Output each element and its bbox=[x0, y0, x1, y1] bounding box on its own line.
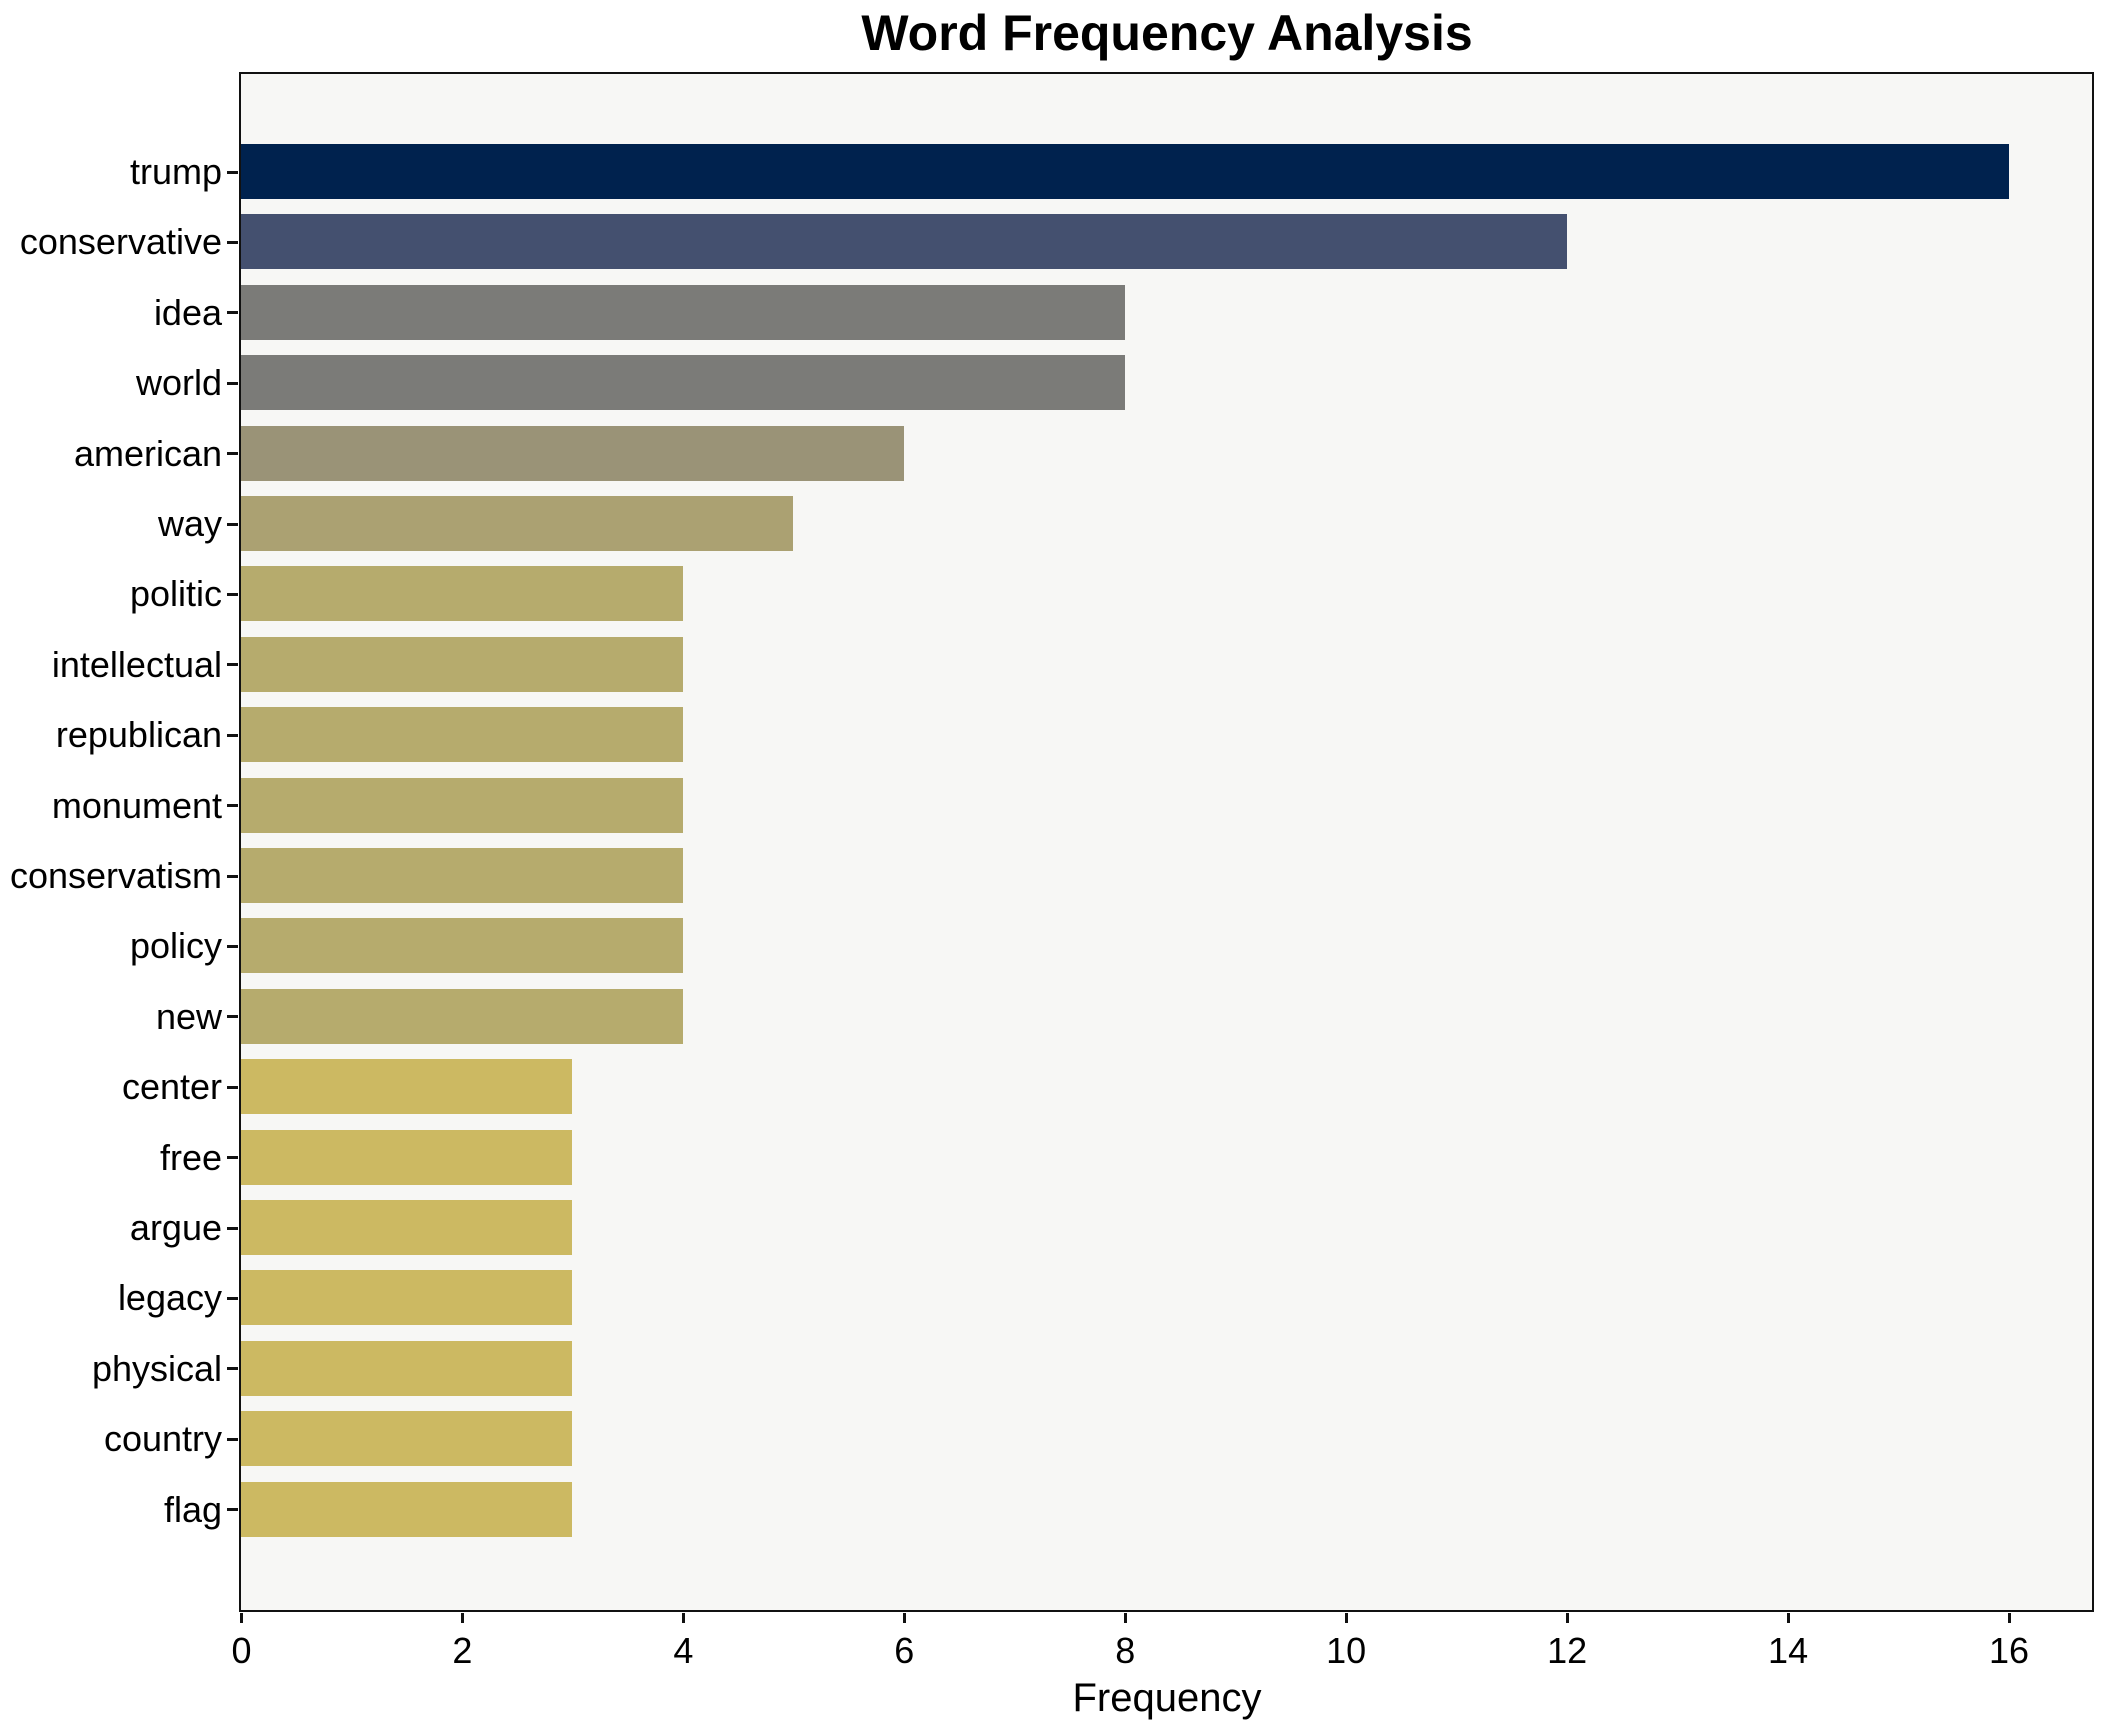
bar-argue bbox=[241, 1200, 573, 1255]
y-tick-label-republican: republican bbox=[55, 714, 222, 756]
bar-country bbox=[241, 1411, 573, 1467]
x-tick-label-0: 0 bbox=[231, 1630, 252, 1671]
y-tick-mark bbox=[227, 1015, 238, 1019]
bar-intellectual bbox=[241, 636, 683, 692]
y-tick-label-monument: monument bbox=[51, 784, 222, 826]
y-tick-mark bbox=[227, 804, 238, 808]
chart-title: Word Frequency Analysis bbox=[861, 5, 1473, 61]
bar-flag bbox=[241, 1481, 573, 1537]
y-tick-mark bbox=[227, 874, 238, 878]
x-tick-mark bbox=[1344, 1613, 1348, 1623]
y-tick-label-idea: idea bbox=[153, 291, 222, 333]
bar-center bbox=[241, 1059, 573, 1115]
y-tick-label-politic: politic bbox=[129, 573, 222, 615]
y-tick-mark bbox=[227, 944, 238, 948]
x-tick-mark bbox=[902, 1613, 906, 1623]
bar-trump bbox=[241, 144, 2009, 199]
x-axis-label: Frequency bbox=[1072, 1676, 1262, 1720]
y-tick-mark bbox=[227, 311, 238, 315]
x-tick-mark bbox=[240, 1613, 243, 1623]
x-tick-label-4: 4 bbox=[673, 1630, 694, 1671]
bar-new bbox=[241, 988, 683, 1044]
bar-monument bbox=[241, 777, 683, 833]
y-tick-mark bbox=[227, 240, 238, 244]
bar-idea bbox=[241, 284, 1125, 340]
x-tick-mark bbox=[1565, 1613, 1569, 1623]
y-tick-label-trump: trump bbox=[129, 151, 222, 192]
y-tick-mark bbox=[227, 522, 238, 526]
bar-world bbox=[241, 355, 1125, 411]
y-tick-label-country: country bbox=[103, 1418, 222, 1460]
x-tick-mark bbox=[2007, 1613, 2011, 1623]
bar-legacy bbox=[241, 1270, 573, 1326]
x-tick-mark bbox=[681, 1613, 685, 1623]
x-tick-label-16: 16 bbox=[1988, 1630, 2030, 1671]
y-tick-mark bbox=[227, 381, 238, 385]
x-tick-mark bbox=[1786, 1613, 1790, 1623]
bar-policy bbox=[241, 918, 683, 974]
y-tick-mark bbox=[227, 1226, 238, 1230]
y-tick-label-flag: flag bbox=[163, 1488, 222, 1530]
bar-way bbox=[241, 496, 794, 551]
plot-area bbox=[239, 72, 2094, 1612]
y-tick-mark bbox=[227, 170, 238, 174]
bar-republican bbox=[241, 707, 683, 763]
y-tick-mark bbox=[227, 663, 238, 667]
x-tick-label-6: 6 bbox=[894, 1630, 915, 1671]
y-tick-label-free: free bbox=[159, 1136, 222, 1178]
bar-american bbox=[241, 425, 904, 481]
y-tick-mark bbox=[227, 1085, 238, 1089]
bar-conservative bbox=[241, 214, 1567, 270]
bar-conservatism bbox=[241, 848, 683, 903]
y-tick-label-center: center bbox=[121, 1066, 222, 1108]
bar-free bbox=[241, 1129, 573, 1185]
x-tick-label-12: 12 bbox=[1547, 1630, 1588, 1671]
y-tick-mark bbox=[227, 1437, 238, 1441]
y-tick-label-policy: policy bbox=[129, 925, 222, 967]
y-tick-mark bbox=[227, 1367, 238, 1371]
y-tick-label-new: new bbox=[155, 995, 222, 1037]
y-tick-mark bbox=[227, 1296, 238, 1300]
y-tick-mark bbox=[227, 452, 238, 456]
y-tick-label-way: way bbox=[157, 503, 222, 544]
y-tick-label-conservatism: conservatism bbox=[9, 855, 222, 896]
y-tick-label-conservative: conservative bbox=[19, 221, 222, 263]
x-tick-label-2: 2 bbox=[452, 1630, 473, 1671]
y-tick-label-legacy: legacy bbox=[117, 1277, 222, 1319]
y-tick-mark bbox=[227, 592, 238, 596]
x-tick-label-14: 14 bbox=[1768, 1630, 1809, 1671]
y-tick-label-world: world bbox=[135, 362, 222, 404]
y-tick-label-american: american bbox=[73, 432, 222, 474]
y-tick-mark bbox=[227, 1508, 238, 1512]
x-tick-label-10: 10 bbox=[1326, 1630, 1367, 1671]
x-tick-mark bbox=[1123, 1613, 1127, 1623]
bar-physical bbox=[241, 1340, 573, 1396]
y-tick-label-intellectual: intellectual bbox=[51, 643, 222, 685]
y-tick-label-argue: argue bbox=[129, 1207, 222, 1248]
bar-politic bbox=[241, 566, 683, 622]
x-tick-label-8: 8 bbox=[1115, 1630, 1136, 1671]
x-tick-mark bbox=[460, 1613, 464, 1623]
y-tick-label-physical: physical bbox=[91, 1347, 222, 1389]
y-tick-mark bbox=[227, 1156, 238, 1160]
y-tick-mark bbox=[227, 733, 238, 737]
